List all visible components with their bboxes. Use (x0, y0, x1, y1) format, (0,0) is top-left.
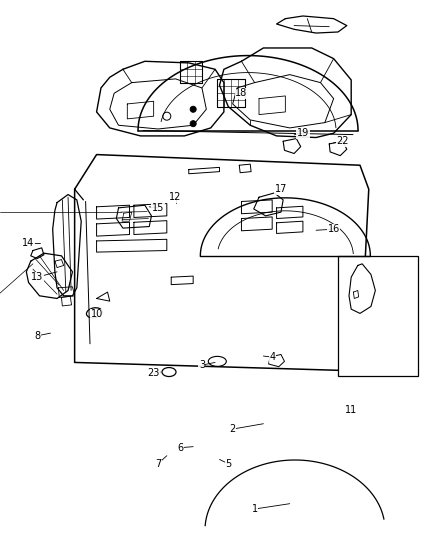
Text: 23: 23 (147, 368, 159, 378)
Text: 3: 3 (198, 360, 205, 370)
Text: 18: 18 (235, 88, 247, 98)
Text: 10: 10 (90, 310, 102, 319)
Text: 8: 8 (34, 331, 40, 341)
Text: 2: 2 (229, 424, 235, 434)
Text: 19: 19 (296, 128, 308, 138)
Text: 1: 1 (251, 504, 257, 514)
Text: 12: 12 (169, 192, 181, 202)
Text: 17: 17 (274, 184, 286, 194)
Bar (337, 256, 417, 376)
Text: 14: 14 (22, 238, 35, 247)
Polygon shape (74, 155, 368, 370)
Text: 16: 16 (327, 224, 339, 234)
Text: 13: 13 (31, 272, 43, 282)
Circle shape (190, 120, 196, 127)
Circle shape (190, 106, 196, 112)
Text: 15: 15 (152, 203, 164, 213)
Text: 22: 22 (336, 136, 348, 146)
Text: 4: 4 (268, 352, 275, 362)
Text: 11: 11 (344, 406, 357, 415)
Text: 7: 7 (155, 459, 161, 469)
Text: 6: 6 (177, 443, 183, 453)
Text: 5: 5 (225, 459, 231, 469)
